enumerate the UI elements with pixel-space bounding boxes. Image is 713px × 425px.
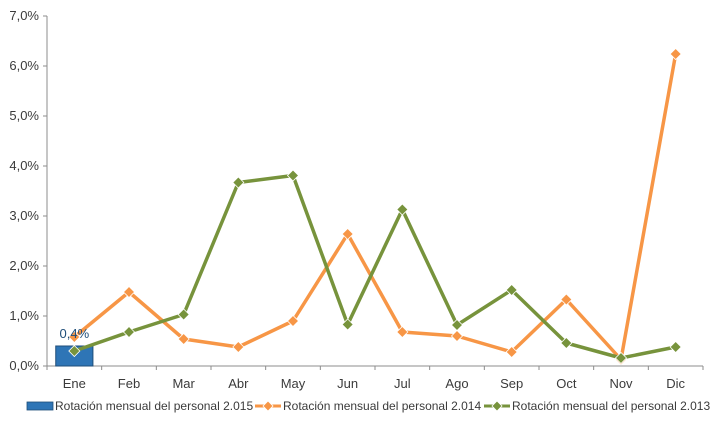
x-tick-label: Ago bbox=[445, 376, 468, 391]
series-2-point bbox=[669, 340, 682, 354]
y-tick-label: 0,0% bbox=[9, 358, 39, 373]
data-label: 0,4% bbox=[60, 326, 90, 341]
legend-swatch-marker bbox=[262, 400, 274, 412]
y-tick-label: 7,0% bbox=[9, 8, 39, 23]
series-1-point bbox=[396, 325, 409, 339]
series-1-point bbox=[232, 340, 245, 354]
y-tick-label: 5,0% bbox=[9, 108, 39, 123]
y-tick-label: 2,0% bbox=[9, 258, 39, 273]
x-tick-label: Ene bbox=[63, 376, 86, 391]
legend-label: Rotación mensual del personal 2.014 bbox=[283, 399, 481, 413]
legend-swatch-2015 bbox=[26, 401, 54, 411]
series-2-point bbox=[505, 283, 518, 297]
series-2-point bbox=[341, 318, 354, 331]
legend-label: Rotación mensual del personal 2.013 bbox=[512, 399, 710, 413]
series-2-point bbox=[450, 318, 464, 332]
x-tick-label: Nov bbox=[609, 376, 633, 391]
series-1-point bbox=[669, 47, 682, 61]
series-line-2 bbox=[73, 173, 677, 360]
series-1-point bbox=[560, 293, 573, 306]
x-tick-label: Feb bbox=[118, 376, 140, 391]
x-tick-label: Dic bbox=[666, 376, 685, 391]
x-tick-label: Mar bbox=[172, 376, 195, 391]
y-tick-label: 1,0% bbox=[9, 308, 39, 323]
series-1-point bbox=[286, 314, 300, 328]
series-2-point bbox=[286, 169, 300, 182]
series-1-point bbox=[177, 332, 190, 346]
series-2-point bbox=[560, 336, 573, 350]
x-tick-label: Jun bbox=[337, 376, 358, 391]
series-2-point bbox=[232, 176, 245, 189]
series-line-1 bbox=[73, 53, 678, 362]
series-2-point bbox=[614, 351, 628, 365]
series-1-point bbox=[505, 345, 518, 359]
x-tick-label: Abr bbox=[228, 376, 249, 391]
y-tick-label: 4,0% bbox=[9, 158, 39, 173]
series-2-point bbox=[396, 203, 409, 216]
x-tick-label: Sep bbox=[500, 376, 523, 391]
series-1-point bbox=[450, 329, 464, 343]
x-tick-label: Jul bbox=[394, 376, 411, 391]
x-tick-label: May bbox=[281, 376, 306, 391]
series-1-point bbox=[122, 285, 136, 299]
series-2-point bbox=[177, 308, 190, 321]
series-1-point bbox=[341, 227, 354, 241]
series-2-point bbox=[68, 344, 81, 358]
legend-swatch-marker bbox=[491, 400, 503, 412]
series-1-point bbox=[68, 330, 81, 344]
series-2-point bbox=[122, 325, 136, 339]
y-tick-label: 3,0% bbox=[9, 208, 39, 223]
y-tick-label: 6,0% bbox=[9, 58, 39, 73]
x-tick-label: Oct bbox=[556, 376, 577, 391]
legend-label: Rotación mensual del personal 2.015 bbox=[55, 399, 253, 413]
